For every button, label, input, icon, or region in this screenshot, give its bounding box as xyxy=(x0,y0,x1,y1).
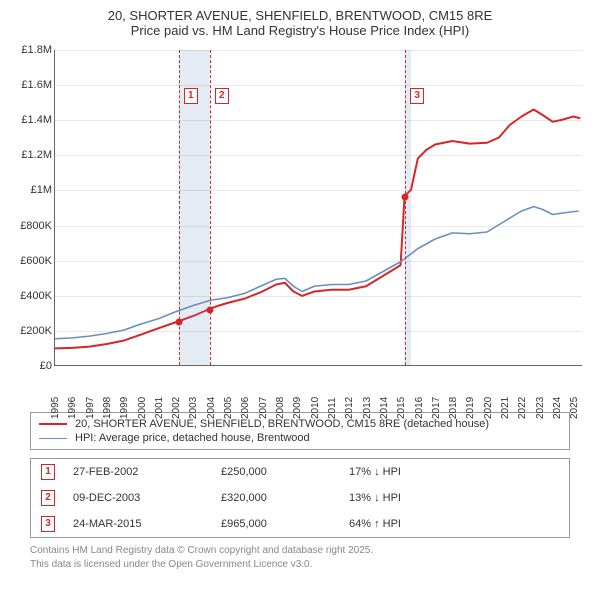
gridline xyxy=(54,85,582,86)
table-marker: 1 xyxy=(41,464,55,480)
y-axis-label: £400K xyxy=(14,290,52,302)
y-axis-label: £200K xyxy=(14,325,52,337)
chart-area: 1 2 3 £0 £200K £400K £600K £800K £1M £1.2M £1.4M £… xyxy=(14,46,586,406)
x-axis-label: 2011 xyxy=(327,397,338,419)
table-row: 1 27-FEB-2002 £250,000 17% ↓ HPI xyxy=(31,459,569,485)
x-axis-label: 2010 xyxy=(310,397,321,419)
table-marker: 2 xyxy=(41,490,55,506)
legend-swatch xyxy=(39,423,67,425)
sales-table: 1 27-FEB-2002 £250,000 17% ↓ HPI 2 09-DEC-200… xyxy=(30,458,570,538)
x-axis-label: 2002 xyxy=(171,397,182,419)
x-axis-label: 2007 xyxy=(258,397,269,419)
legend-item: HPI: Average price, detached house, Bren… xyxy=(39,431,561,445)
table-date: 24-MAR-2015 xyxy=(73,518,203,530)
x-axis-label: 2012 xyxy=(344,397,355,419)
x-axis-label: 2003 xyxy=(188,397,199,419)
table-date: 09-DEC-2003 xyxy=(73,492,203,504)
x-axis-label: 2022 xyxy=(517,397,528,419)
x-axis-label: 2017 xyxy=(431,397,442,419)
plot-region: 1 2 3 xyxy=(54,50,582,366)
sale-marker: 2 xyxy=(215,88,229,104)
title-line1: 20, SHORTER AVENUE, SHENFIELD, BRENTWOOD… xyxy=(10,8,590,23)
title-line2: Price paid vs. HM Land Registry's House … xyxy=(10,23,590,38)
gridline xyxy=(54,296,582,297)
legend-label: HPI: Average price, detached house, Bren… xyxy=(75,432,310,444)
x-axis-label: 2006 xyxy=(240,397,251,419)
sale-dot xyxy=(206,306,213,313)
x-axis-label: 2024 xyxy=(552,397,563,419)
y-axis-label: £1.2M xyxy=(14,149,52,161)
sale-dot xyxy=(175,319,182,326)
x-axis-label: 2015 xyxy=(396,397,407,419)
table-price: £320,000 xyxy=(221,492,331,504)
table-date: 27-FEB-2002 xyxy=(73,466,203,478)
y-axis-label: £600K xyxy=(14,255,52,267)
gridline xyxy=(54,190,582,191)
footer-line2: This data is licensed under the Open Gov… xyxy=(30,558,570,572)
gridline xyxy=(54,331,582,332)
chart-container: 20, SHORTER AVENUE, SHENFIELD, BRENTWOOD… xyxy=(0,0,600,571)
gridline xyxy=(54,50,582,51)
sale-vline xyxy=(405,50,406,365)
gridline xyxy=(54,120,582,121)
x-axis-label: 1997 xyxy=(85,397,96,419)
x-axis-label: 2004 xyxy=(206,397,217,419)
y-axis-label: £800K xyxy=(14,220,52,232)
y-axis-label: £1.6M xyxy=(14,79,52,91)
x-axis-label: 2014 xyxy=(379,397,390,419)
gridline xyxy=(54,261,582,262)
table-delta: 17% ↓ HPI xyxy=(349,466,459,478)
x-axis-label: 2020 xyxy=(483,397,494,419)
x-axis-label: 2013 xyxy=(362,397,373,419)
x-axis-label: 1998 xyxy=(102,397,113,419)
x-axis-label: 2000 xyxy=(137,397,148,419)
legend-item: 20, SHORTER AVENUE, SHENFIELD, BRENTWOOD… xyxy=(39,417,561,431)
x-axis-label: 2021 xyxy=(500,397,511,419)
sale-vline xyxy=(210,50,211,365)
x-axis-label: 1999 xyxy=(119,397,130,419)
footer: Contains HM Land Registry data © Crown c… xyxy=(30,544,570,571)
x-axis-label: 2023 xyxy=(535,397,546,419)
x-axis-label: 1995 xyxy=(50,397,61,419)
legend-swatch xyxy=(39,438,67,439)
x-axis-label: 2018 xyxy=(448,397,459,419)
y-axis-label: £1.4M xyxy=(14,114,52,126)
series-price_paid xyxy=(55,110,580,349)
footer-line1: Contains HM Land Registry data © Crown c… xyxy=(30,544,570,558)
x-axis-label: 2019 xyxy=(465,397,476,419)
x-axis-label: 2009 xyxy=(292,397,303,419)
table-row: 3 24-MAR-2015 £965,000 64% ↑ HPI xyxy=(31,511,569,537)
title-block: 20, SHORTER AVENUE, SHENFIELD, BRENTWOOD… xyxy=(0,0,600,42)
y-axis-label: £1.8M xyxy=(14,44,52,56)
x-axis-label: 1996 xyxy=(67,397,78,419)
gridline xyxy=(54,226,582,227)
table-price: £250,000 xyxy=(221,466,331,478)
x-axis-label: 2001 xyxy=(154,397,165,419)
table-delta: 64% ↑ HPI xyxy=(349,518,459,530)
table-marker: 3 xyxy=(41,516,55,532)
sale-dot xyxy=(402,193,409,200)
line-svg xyxy=(55,50,582,365)
sale-marker: 3 xyxy=(410,88,424,104)
y-axis-label: £0 xyxy=(14,360,52,372)
gridline xyxy=(54,155,582,156)
table-row: 2 09-DEC-2003 £320,000 13% ↓ HPI xyxy=(31,485,569,511)
x-axis-label: 2005 xyxy=(223,397,234,419)
x-axis-label: 2025 xyxy=(569,397,580,419)
table-delta: 13% ↓ HPI xyxy=(349,492,459,504)
x-axis-label: 2008 xyxy=(275,397,286,419)
table-price: £965,000 xyxy=(221,518,331,530)
x-axis-label: 2016 xyxy=(414,397,425,419)
y-axis-label: £1M xyxy=(14,184,52,196)
sale-marker: 1 xyxy=(184,88,198,104)
legend-label: 20, SHORTER AVENUE, SHENFIELD, BRENTWOOD… xyxy=(75,418,489,430)
